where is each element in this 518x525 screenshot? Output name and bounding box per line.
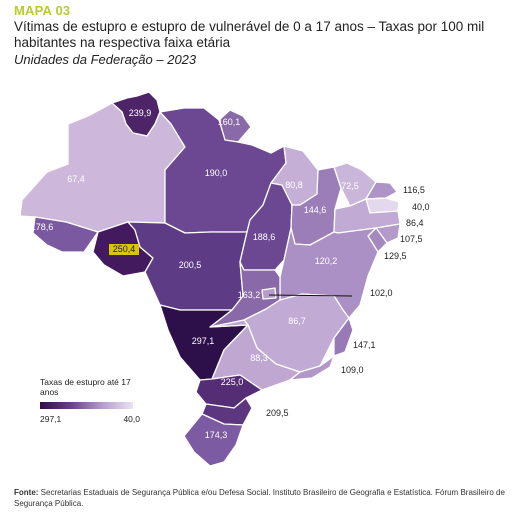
map-subtitle: Unidades da Federação – 2023 <box>14 52 197 67</box>
legend-max-label: 297,1 <box>40 414 62 424</box>
rate-label-ma: 80,8 <box>285 180 303 190</box>
legend-title: Taxas de estupro até 17 anos <box>40 377 131 397</box>
rate-label-pa: 190,0 <box>205 168 228 178</box>
rate-label-pe: 86,4 <box>406 218 424 228</box>
state-ac <box>32 216 99 253</box>
rate-label-es: 147,1 <box>353 340 376 350</box>
rate-label-ba: 120,2 <box>315 256 338 266</box>
rate-label-mg: 86,7 <box>288 316 306 326</box>
rate-label-rs: 174,3 <box>205 430 228 440</box>
rate-label-mt: 200,5 <box>179 260 202 270</box>
rate-label-to: 188,6 <box>253 232 276 242</box>
rate-label-se: 129,5 <box>384 251 407 261</box>
legend-min-label: 40,0 <box>123 414 140 424</box>
source-text: Secretarias Estaduais de Segurança Públi… <box>14 488 505 508</box>
source-note: Fonte: Secretarias Estaduais de Seguranç… <box>14 487 509 509</box>
map-header: MAPA 03 Vítimas de estupro e estupro de … <box>14 3 504 67</box>
rate-label-pi: 144,6 <box>304 205 327 215</box>
legend: Taxas de estupro até 17 anos 297,1 40,0 <box>40 377 140 424</box>
rate-label-ap: 160,1 <box>218 117 241 127</box>
state-es <box>333 317 354 357</box>
rate-label-al: 107,5 <box>400 234 423 244</box>
highlight-ro <box>109 244 139 255</box>
state-rs <box>183 413 244 467</box>
rate-label-am: 67,4 <box>67 174 85 184</box>
state-am <box>19 102 186 233</box>
rate-label-ac: 178,6 <box>31 222 54 232</box>
rate-label-sc: 209,5 <box>266 408 289 418</box>
leader-lines <box>268 294 353 297</box>
source-label: Fonte: <box>14 488 39 497</box>
map-title: Vítimas de estupro e estupro de vulneráv… <box>14 19 485 50</box>
rate-label-go: 163,2 <box>238 290 261 300</box>
leader-df <box>268 294 353 297</box>
rate-label-ms: 297,1 <box>192 336 215 346</box>
state-ba <box>279 227 379 319</box>
rate-label-pb: 40,0 <box>412 202 430 212</box>
rate-label-rj: 109,0 <box>341 365 364 375</box>
state-rn <box>365 181 398 200</box>
map-id: MAPA 03 <box>14 3 71 18</box>
rate-label-rn: 116,5 <box>403 185 425 195</box>
legend-gradient-bar <box>40 402 133 409</box>
rate-label-ro: 250,4 <box>113 244 136 254</box>
state-df <box>261 287 277 300</box>
rate-label-sp: 88,3 <box>250 353 268 363</box>
rate-label-ce: 72,5 <box>341 181 359 191</box>
rate-label-pr: 225,0 <box>221 377 244 387</box>
state-rj <box>289 355 335 381</box>
rate-label-df: 102,0 <box>370 288 393 298</box>
rate-label-rr: 239,9 <box>129 108 152 118</box>
